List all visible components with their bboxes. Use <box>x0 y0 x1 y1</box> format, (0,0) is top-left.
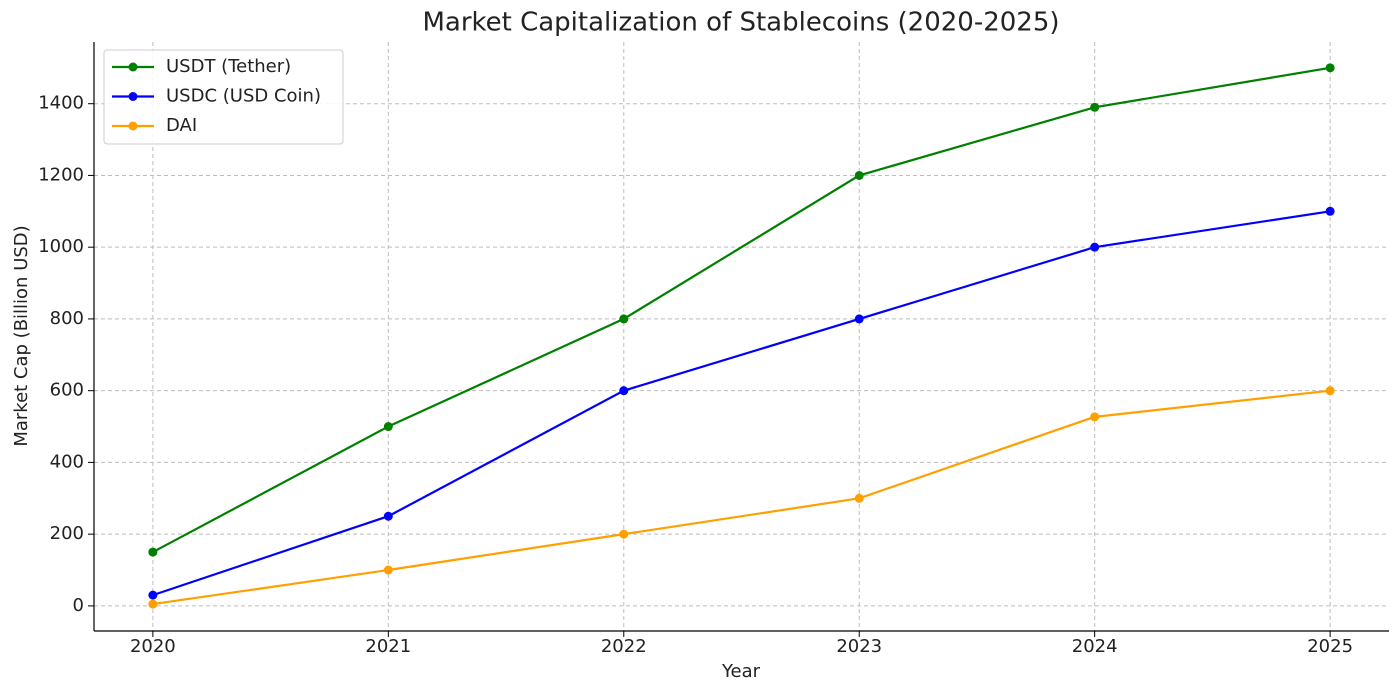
data-point <box>383 422 393 432</box>
data-point <box>854 493 864 503</box>
data-point <box>1090 242 1100 252</box>
data-point <box>1325 386 1335 396</box>
chart-title: Market Capitalization of Stablecoins (20… <box>422 8 1059 38</box>
x-axis-label: Year <box>721 661 761 682</box>
series-line <box>152 389 1331 606</box>
y-tick-label: 1000 <box>38 236 84 257</box>
x-tick-label: 2022 <box>601 636 647 657</box>
data-point <box>854 170 864 180</box>
data-point <box>148 599 158 609</box>
y-tick-label: 1200 <box>38 164 84 185</box>
data-point <box>619 386 629 396</box>
data-point <box>1090 102 1100 112</box>
y-axis-label: Market Cap (Billion USD) <box>11 225 32 446</box>
legend-box <box>103 49 344 145</box>
x-tick-label: 2021 <box>365 636 411 657</box>
series-line <box>152 210 1331 597</box>
x-tick-label: 2020 <box>130 636 176 657</box>
x-tick-label: 2024 <box>1072 636 1118 657</box>
data-point <box>148 547 158 557</box>
legend-marker <box>128 121 138 131</box>
data-point <box>383 565 393 575</box>
data-point <box>854 314 864 324</box>
legend-marker <box>128 62 138 72</box>
x-tick-label: 2023 <box>836 636 882 657</box>
y-tick-label: 1400 <box>38 93 84 114</box>
legend-label: USDT (Tether) <box>166 56 291 77</box>
data-point <box>1325 63 1335 73</box>
data-point <box>619 314 629 324</box>
series-line <box>152 66 1331 554</box>
x-tick-label: 2025 <box>1307 636 1353 657</box>
data-point <box>148 590 158 600</box>
data-point <box>1090 412 1100 422</box>
y-tick-label: 800 <box>50 308 84 329</box>
data-point <box>619 529 629 539</box>
y-tick-label: 600 <box>50 380 84 401</box>
data-point <box>1325 206 1335 216</box>
legend-label: USDC (USD Coin) <box>166 86 321 107</box>
legend-marker <box>128 92 138 101</box>
y-tick-label: 0 <box>73 595 84 616</box>
legend-label: DAI <box>166 115 197 136</box>
y-tick-label: 400 <box>50 451 84 472</box>
data-point <box>383 511 393 521</box>
y-tick-label: 200 <box>50 523 84 544</box>
